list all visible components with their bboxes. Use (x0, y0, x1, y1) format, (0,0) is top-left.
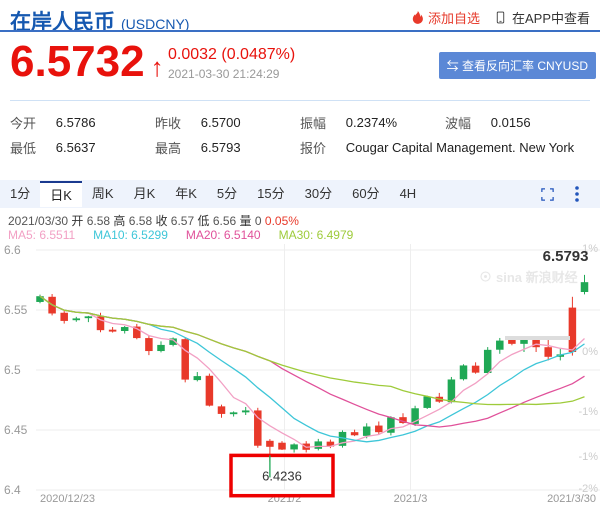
svg-text:6.4236: 6.4236 (262, 469, 302, 484)
svg-text:2021/3: 2021/3 (394, 493, 428, 505)
svg-text:6.45: 6.45 (4, 423, 28, 437)
svg-text:6.5793: 6.5793 (543, 248, 589, 265)
svg-text:-1%: -1% (578, 451, 598, 463)
svg-text:-1%: -1% (578, 406, 598, 418)
svg-text:-2%: -2% (578, 483, 598, 495)
svg-text:6.6: 6.6 (4, 244, 21, 257)
svg-text:0%: 0% (582, 346, 598, 358)
svg-text:6.5: 6.5 (4, 363, 21, 377)
svg-text:2020/12/23: 2020/12/23 (40, 493, 95, 505)
svg-text:6.55: 6.55 (4, 303, 28, 317)
svg-text:6.4: 6.4 (4, 483, 21, 497)
